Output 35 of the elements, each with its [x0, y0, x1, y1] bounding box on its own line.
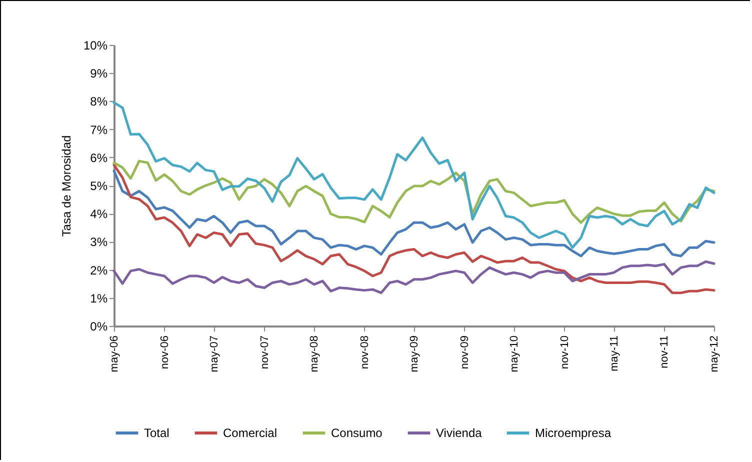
x-tick-label: nov-06	[158, 336, 171, 370]
legend-label: Comercial	[223, 426, 278, 440]
x-tick-label: nov-08	[358, 336, 371, 370]
x-tick-label: may-07	[208, 336, 220, 372]
y-tick-label: 1%	[90, 291, 108, 306]
legend-label: Microempresa	[535, 426, 612, 440]
y-tick-label: 2%	[90, 263, 108, 278]
y-tick-label: 6%	[90, 150, 108, 165]
line-series	[112, 260, 716, 294]
x-tick-label: may-12	[708, 336, 720, 372]
y-tick-label: 8%	[90, 94, 108, 109]
x-tick-label: nov-07	[258, 336, 271, 370]
x-tick-label: may-10	[508, 336, 520, 372]
y-tick-label: 9%	[90, 66, 108, 81]
y-tick-label: 7%	[90, 122, 108, 137]
y-axis-title: Tasa de Morosidad	[59, 135, 74, 237]
line-series	[112, 170, 716, 258]
x-tick-label: may-11	[608, 336, 620, 372]
y-tick-label: 10%	[83, 38, 108, 52]
x-tick-label: may-08	[308, 336, 321, 372]
y-tick-label: 4%	[90, 207, 108, 222]
y-tick-label: 5%	[90, 179, 108, 193]
line-series	[112, 160, 716, 224]
y-tick-label: 3%	[90, 235, 108, 250]
legend-label: Vivienda	[436, 426, 482, 440]
x-tick-label: nov-09	[458, 336, 471, 370]
line-series	[112, 164, 716, 294]
line-series	[112, 101, 716, 249]
x-tick-label: nov-10	[558, 336, 571, 370]
legend-label: Consumo	[331, 426, 383, 440]
legend-label: Total	[144, 426, 170, 440]
y-tick-label: 0%	[90, 320, 108, 334]
x-tick-label: nov-11	[658, 336, 671, 368]
x-tick-label: may-06	[108, 336, 120, 372]
x-tick-label: may-09	[408, 336, 420, 372]
